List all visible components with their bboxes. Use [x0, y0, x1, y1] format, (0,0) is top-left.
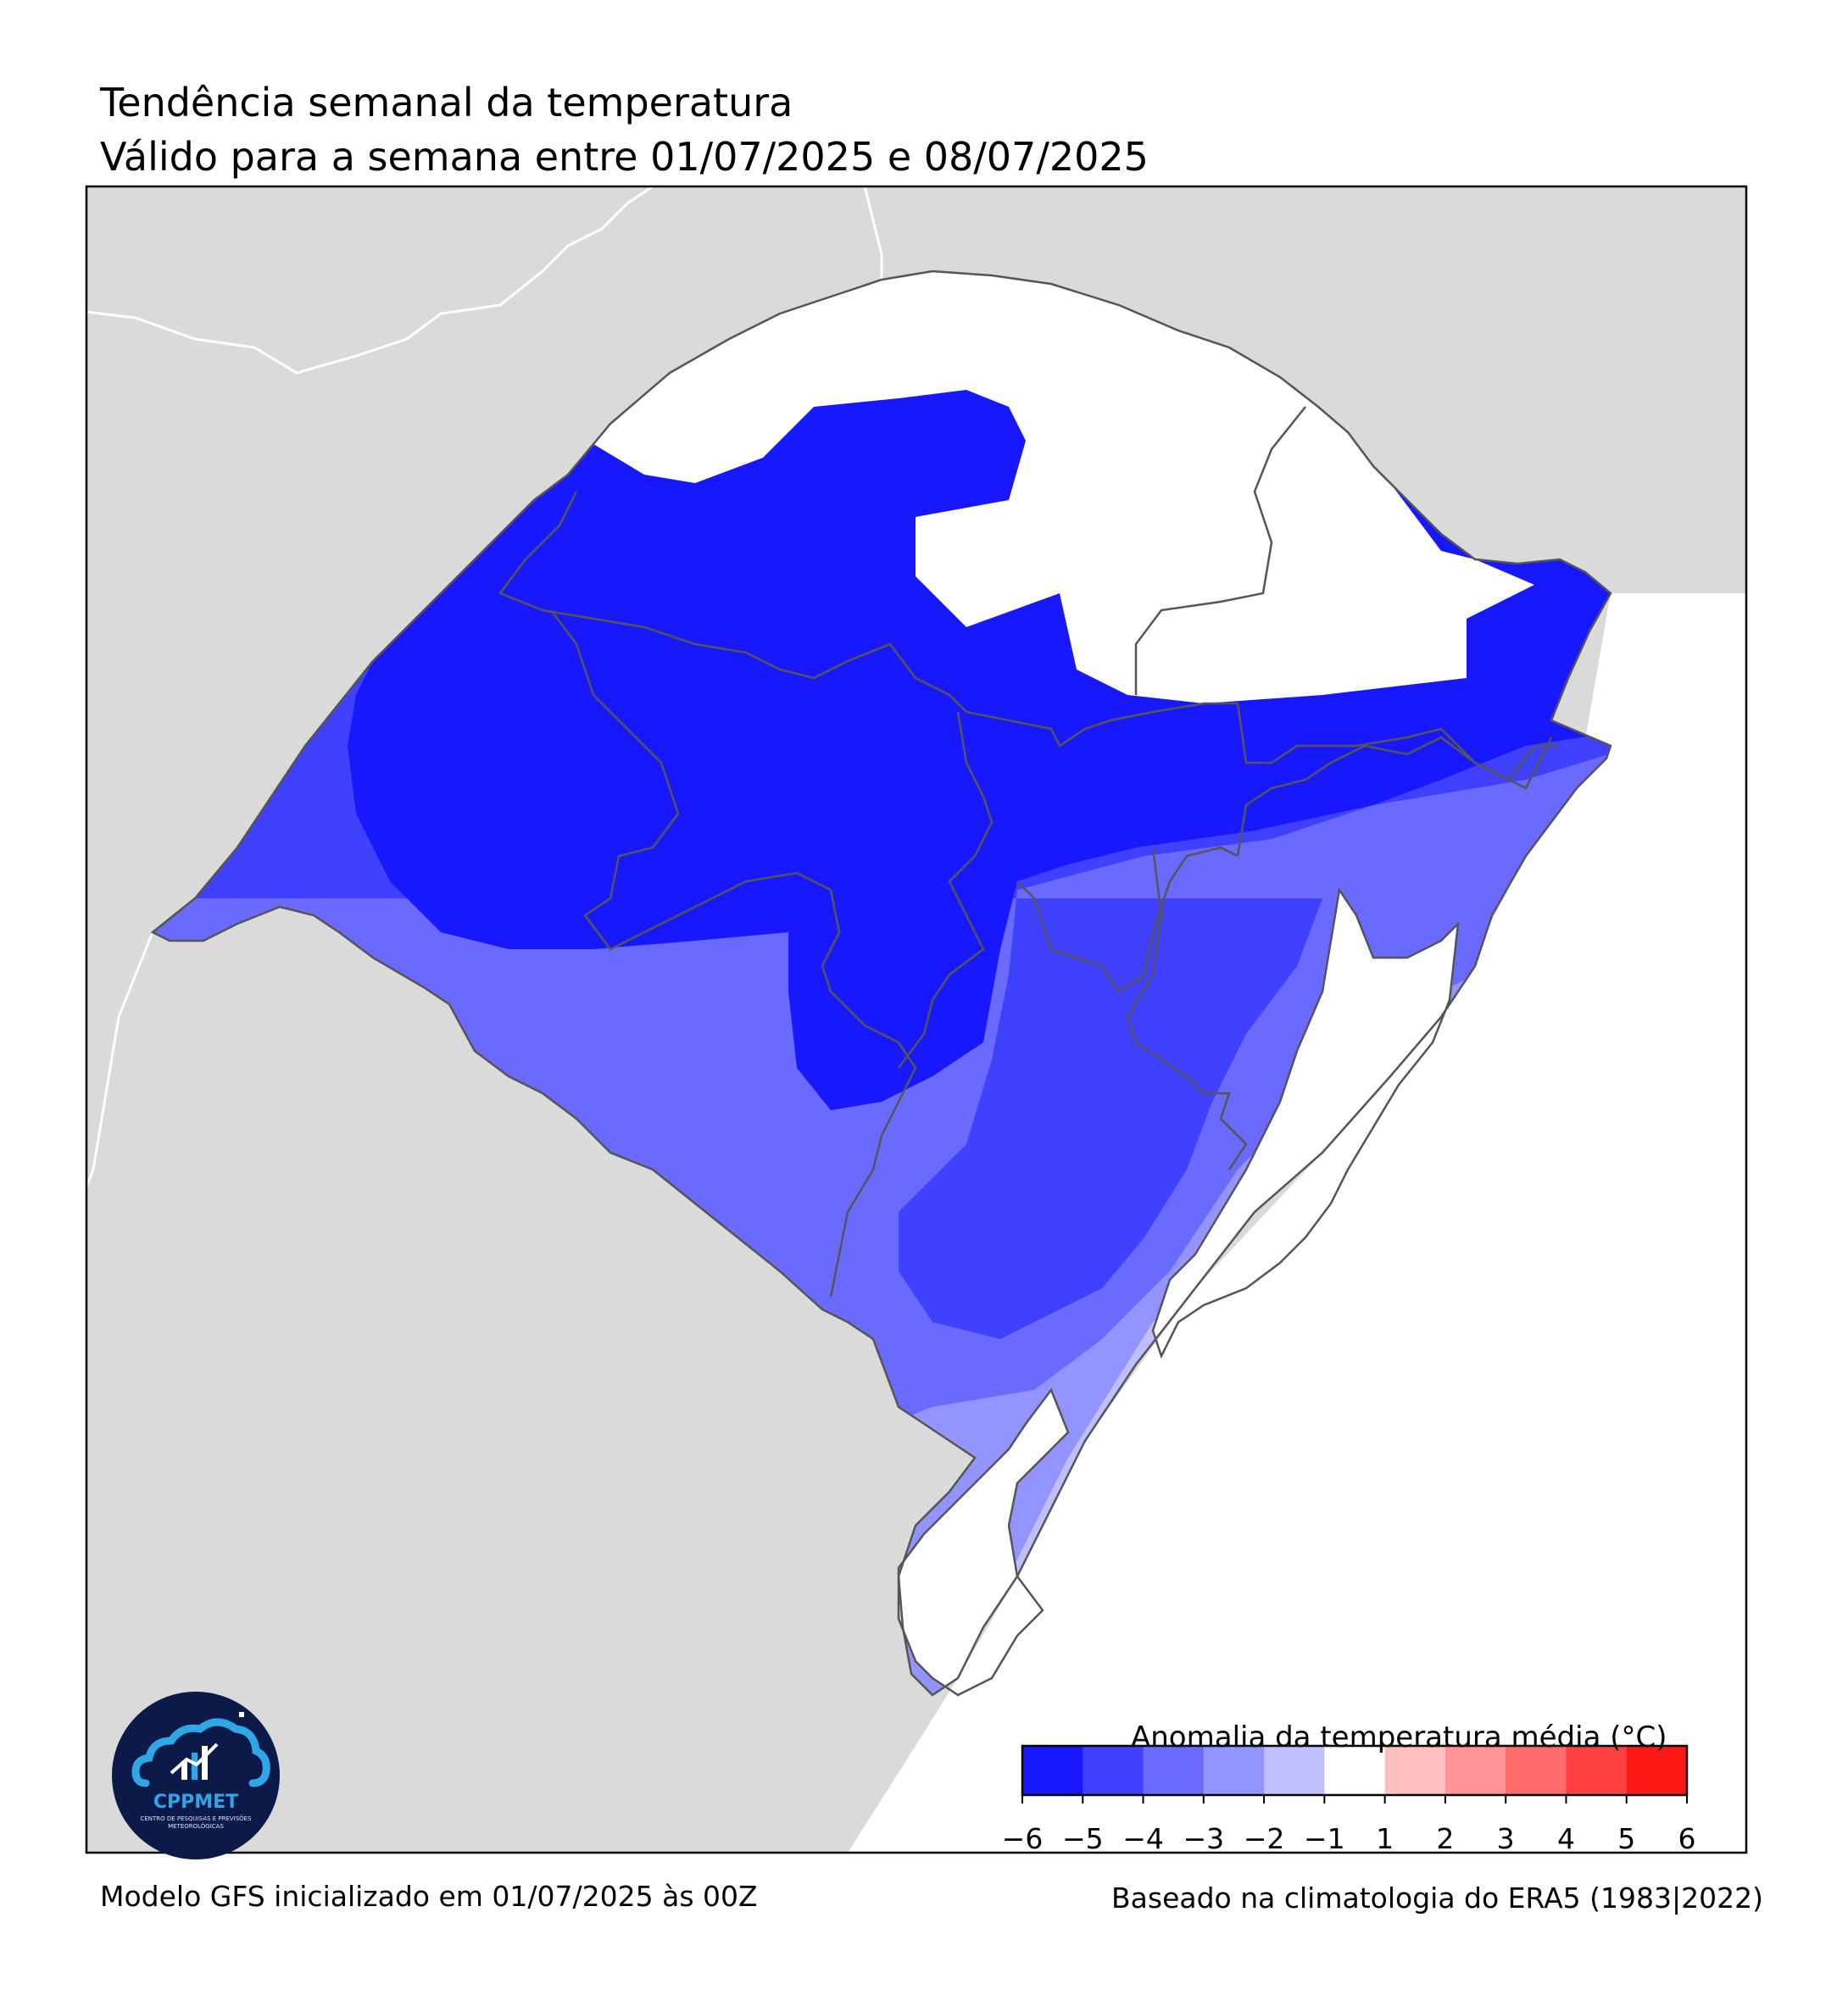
colorbar-swatch	[1022, 1746, 1083, 1795]
colorbar-tick-label: −2	[1243, 1822, 1285, 1855]
map-title: Tendência semanal da temperatura	[100, 80, 793, 125]
colorbar-swatch	[1626, 1746, 1688, 1795]
band-minus-1-to-1-lagoon	[1153, 890, 1458, 1356]
colorbar-border	[1021, 1744, 1689, 1797]
colorbar-tick-label: −3	[1183, 1822, 1225, 1855]
colorbar-swatch	[1083, 1746, 1144, 1795]
colorbar-tick-label: −1	[1304, 1822, 1345, 1855]
colorbar-tick-label: 4	[1556, 1822, 1575, 1855]
lagoon-outline	[1151, 887, 1460, 1359]
cloud-chart-icon	[131, 1705, 270, 1787]
legend-title: Anomalia da temperatura média (°C)	[1131, 1720, 1667, 1754]
map-border	[85, 185, 1748, 1854]
colorbar-swatch	[1324, 1746, 1386, 1795]
ocean	[848, 593, 1746, 1853]
colorbar-swatch	[1506, 1746, 1567, 1795]
logo-name: CPPMET	[153, 1792, 239, 1813]
logo-subtitle: CENTRO DE PESQUISAS E PREVISÕES METEOROL…	[140, 1815, 252, 1830]
country-border-west	[86, 931, 154, 1187]
map-subtitle: Válido para a semana entre 01/07/2025 e …	[100, 134, 1149, 180]
colorbar-tick-label: 6	[1678, 1822, 1696, 1855]
colorbar-tick-label: 5	[1617, 1822, 1636, 1855]
colorbar-tick-label: 3	[1496, 1822, 1515, 1855]
colorbar-swatch	[1143, 1746, 1205, 1795]
colorbar-tick-label: −5	[1061, 1822, 1104, 1855]
colorbar-swatch	[1384, 1746, 1446, 1795]
state-outline	[150, 270, 1612, 1697]
colorbar-tick-label: −4	[1122, 1822, 1164, 1855]
region-borders	[498, 406, 1560, 1298]
state-border-north	[863, 186, 883, 280]
colorbar	[1021, 1744, 1689, 1804]
climatology-note: Baseado na climatologia do ERA5 (1983|20…	[1111, 1881, 1763, 1915]
colorbar-tick-label: −6	[1001, 1822, 1044, 1855]
colorbar-tick-label: 2	[1436, 1822, 1455, 1855]
map-frame	[86, 186, 1746, 1853]
colorbar-swatch	[1203, 1746, 1265, 1795]
south-lagoon-outline	[897, 1387, 1070, 1697]
colorbar-swatch	[1566, 1746, 1628, 1795]
colorbar-swatch	[1264, 1746, 1325, 1795]
model-info: Modelo GFS inicializado em 01/07/2025 às…	[100, 1880, 758, 1913]
country-border-north	[86, 186, 654, 375]
colorbar-swatch	[1444, 1746, 1506, 1795]
colorbar-tick-label: 1	[1376, 1822, 1394, 1855]
cppmet-logo: CPPMET CENTRO DE PESQUISAS E PREVISÕES M…	[112, 1692, 280, 1859]
